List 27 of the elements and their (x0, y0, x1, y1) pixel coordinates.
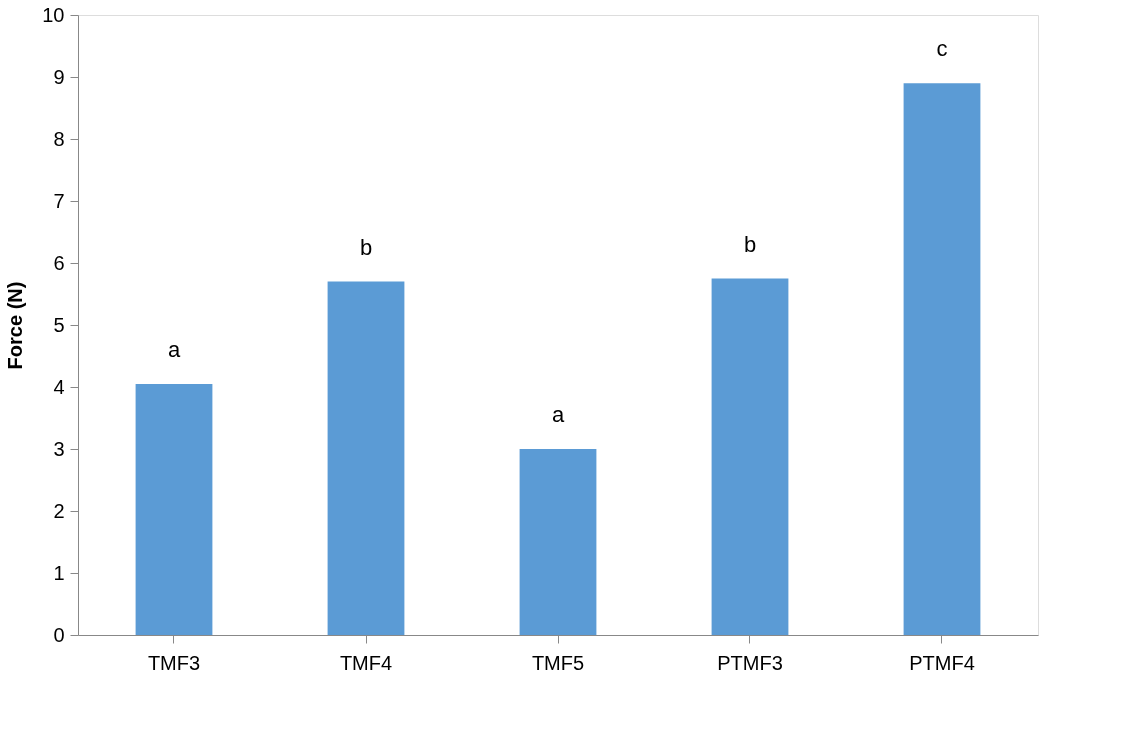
x-tick-label: TMF5 (531, 651, 585, 674)
bar (711, 278, 789, 635)
bar (519, 449, 597, 635)
y-tick-label: 3 (53, 437, 65, 460)
y-tick-label: 10 (42, 3, 65, 26)
y-tick-label: 7 (53, 189, 65, 212)
x-tick-label: TMF4 (339, 651, 393, 674)
y-tick-label: 8 (53, 127, 65, 150)
y-tick-label: 5 (53, 313, 65, 336)
x-tick-label: TMF3 (147, 651, 201, 674)
y-tick-label: 1 (53, 561, 65, 584)
bar (135, 383, 213, 635)
annotation: a (551, 402, 565, 427)
annotation: b (743, 231, 757, 257)
y-axis-title: Force (N) (4, 281, 27, 370)
y-tick-label: 9 (53, 65, 65, 88)
bar (327, 281, 405, 635)
y-tick-label: 6 (53, 251, 65, 274)
y-tick-label: 0 (53, 623, 65, 646)
y-tick-label: 4 (53, 375, 65, 398)
y-tick-label: 2 (53, 499, 65, 522)
annotation: a (167, 336, 181, 362)
x-tick-label: PTMF4 (909, 651, 975, 674)
x-tick-label: PTMF3 (717, 651, 783, 674)
bar (903, 83, 981, 635)
annotation: c (936, 36, 948, 62)
annotation: b (359, 234, 373, 260)
